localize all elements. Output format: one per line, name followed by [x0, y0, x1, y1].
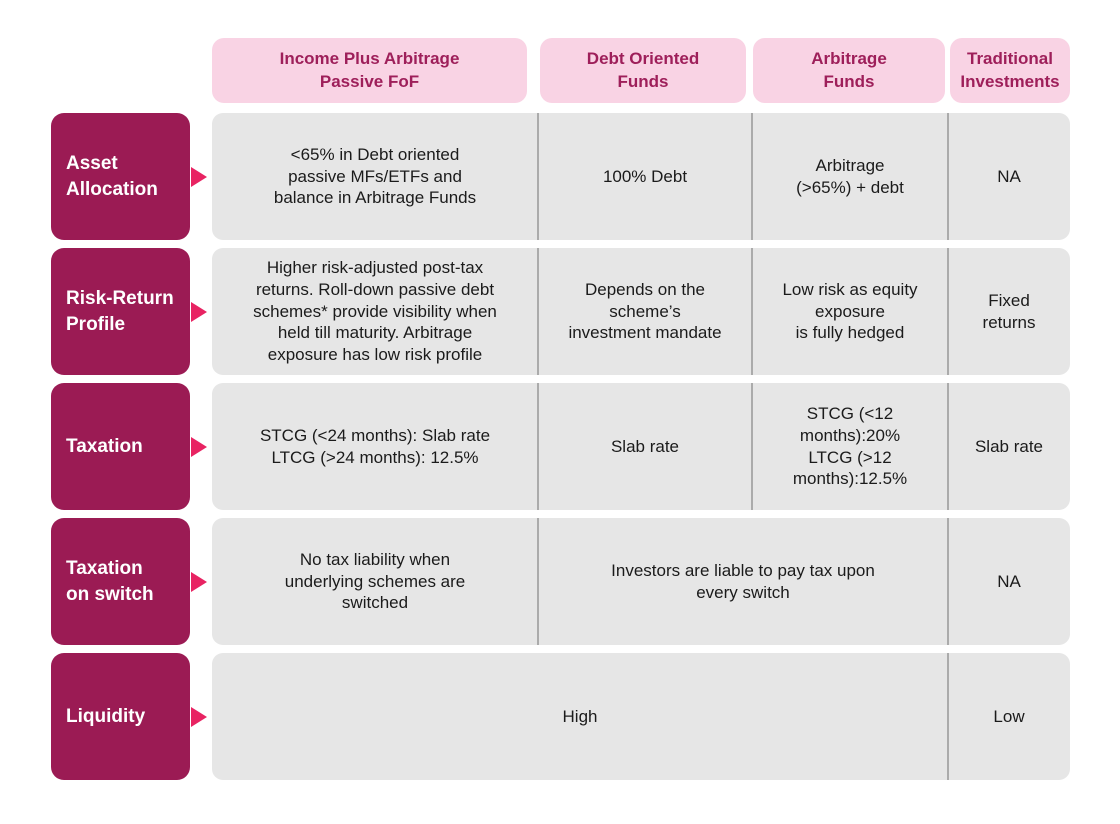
column-header-arbitrage-funds: Arbitrage Funds — [753, 38, 945, 103]
column-divider — [537, 383, 539, 510]
table-row-taxation: Taxation STCG (<24 months): Slab rate LT… — [0, 383, 1120, 510]
arrow-right-icon — [191, 166, 207, 187]
table-cell: <65% in Debt oriented passive MFs/ETFs a… — [273, 144, 477, 208]
row-label: Taxation on switch — [51, 518, 190, 645]
row-label: Risk-Return Profile — [51, 248, 190, 375]
column-header-income-plus-arbitrage-passive-fof: Income Plus Arbitrage Passive FoF — [212, 38, 527, 103]
table-cell: NA — [997, 166, 1021, 186]
column-divider — [537, 113, 539, 240]
column-header-debt-oriented-funds: Debt Oriented Funds — [540, 38, 746, 103]
table-row-taxation-on-switch: Taxation on switch No tax liability when… — [0, 518, 1120, 645]
row-label: Taxation — [51, 383, 190, 510]
column-divider — [751, 383, 753, 510]
table-cell: Slab rate — [610, 436, 680, 456]
table-cell: 100% Debt — [602, 166, 688, 186]
arrow-right-icon — [191, 706, 207, 727]
table-cell-span: High — [562, 706, 598, 726]
table-cell: Low — [993, 706, 1025, 726]
column-divider — [537, 518, 539, 645]
table-cell: NA — [997, 571, 1021, 591]
column-divider — [751, 113, 753, 240]
arrow-right-icon — [191, 436, 207, 457]
table-cell-span: Investors are liable to pay tax upon eve… — [611, 560, 875, 602]
row-label: Liquidity — [51, 653, 190, 780]
row-cells: <65% in Debt oriented passive MFs/ETFs a… — [212, 113, 1070, 240]
table-cell: STCG (<24 months): Slab rate LTCG (>24 m… — [259, 425, 491, 467]
table-cell: Fixed returns — [982, 290, 1036, 332]
table-cell: Arbitrage (>65%) + debt — [796, 155, 904, 197]
column-divider — [947, 383, 949, 510]
column-divider — [537, 248, 539, 375]
row-cells: Higher risk-adjusted post-tax returns. R… — [212, 248, 1070, 375]
table-cell: No tax liability when underlying schemes… — [284, 549, 466, 613]
table-row-risk-return-profile: Risk-Return Profile Higher risk-adjusted… — [0, 248, 1120, 375]
column-divider — [947, 653, 949, 780]
table-cell: Slab rate — [974, 436, 1044, 456]
table-cell: STCG (<12 months):20% LTCG (>12 months):… — [792, 404, 908, 489]
row-label: Asset Allocation — [51, 113, 190, 240]
arrow-right-icon — [191, 571, 207, 592]
table-cell: Depends on the scheme’s investment manda… — [568, 279, 722, 343]
table-row-liquidity: Liquidity High Low — [0, 653, 1120, 780]
row-cells: STCG (<24 months): Slab rate LTCG (>24 m… — [212, 383, 1070, 510]
row-cells: No tax liability when underlying schemes… — [212, 518, 1070, 645]
row-cells: High Low — [212, 653, 1070, 780]
table-row-asset-allocation: Asset Allocation <65% in Debt oriented p… — [0, 113, 1120, 240]
table-cell: Higher risk-adjusted post-tax returns. R… — [253, 258, 497, 365]
column-header-traditional-investments: Traditional Investments — [950, 38, 1070, 103]
column-divider — [751, 248, 753, 375]
column-divider — [947, 113, 949, 240]
table-cell: Low risk as equity exposure is fully hed… — [782, 279, 918, 343]
column-divider — [947, 518, 949, 645]
column-divider — [947, 248, 949, 375]
arrow-right-icon — [191, 301, 207, 322]
